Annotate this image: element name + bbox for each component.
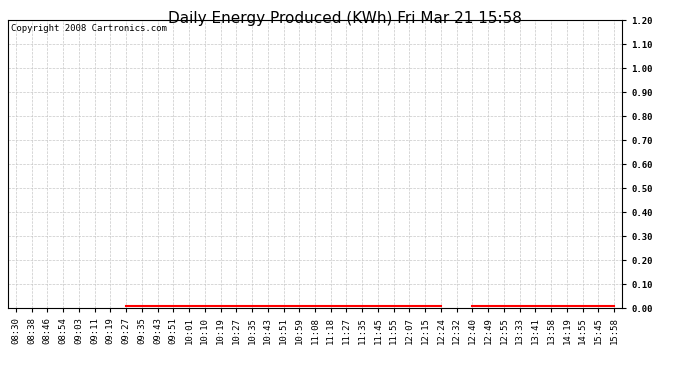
- Text: Copyright 2008 Cartronics.com: Copyright 2008 Cartronics.com: [11, 24, 167, 33]
- Text: Daily Energy Produced (KWh) Fri Mar 21 15:58: Daily Energy Produced (KWh) Fri Mar 21 1…: [168, 11, 522, 26]
